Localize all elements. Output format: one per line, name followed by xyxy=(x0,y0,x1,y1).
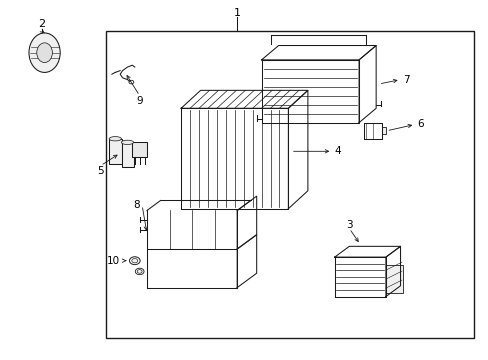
Ellipse shape xyxy=(121,140,133,144)
Text: 8: 8 xyxy=(133,200,140,210)
Text: 4: 4 xyxy=(334,146,341,156)
Text: 9: 9 xyxy=(136,96,142,106)
Text: 7: 7 xyxy=(402,75,409,85)
Bar xyxy=(122,142,134,167)
Text: 1: 1 xyxy=(233,8,240,18)
Bar xyxy=(385,265,402,293)
Text: 6: 6 xyxy=(417,120,424,129)
Text: 10: 10 xyxy=(107,256,120,266)
Ellipse shape xyxy=(29,33,60,72)
Bar xyxy=(105,31,473,338)
Ellipse shape xyxy=(135,268,144,275)
Ellipse shape xyxy=(37,43,52,63)
Ellipse shape xyxy=(109,136,121,141)
Bar xyxy=(109,139,122,164)
Ellipse shape xyxy=(129,257,140,265)
Text: 2: 2 xyxy=(39,19,45,29)
Bar xyxy=(132,142,147,157)
Text: 3: 3 xyxy=(346,220,352,230)
Text: 5: 5 xyxy=(97,166,104,176)
Bar xyxy=(382,127,386,134)
